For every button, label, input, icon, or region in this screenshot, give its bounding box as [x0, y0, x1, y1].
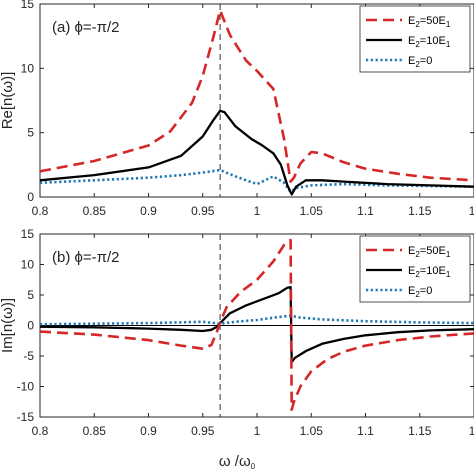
- x-tick-label: 1.15: [408, 204, 432, 218]
- legend-entry: E2=10E1: [408, 35, 451, 49]
- y-axis-label: Im[n(ω)]: [0, 298, 16, 353]
- y-tick-label: 15: [21, 0, 35, 11]
- legend-entry: E2=50E1: [408, 15, 451, 29]
- y-tick-label: 5: [27, 288, 34, 302]
- x-tick-label: 0.9: [140, 424, 157, 438]
- series-line-dashed: [40, 238, 474, 411]
- y-tick-label: 10: [21, 61, 35, 75]
- x-tick-label: 0.95: [191, 424, 215, 438]
- x-tick-label: 1: [469, 204, 474, 218]
- x-tick-label: 1.1: [357, 424, 374, 438]
- y-tick-label: -5: [23, 349, 34, 363]
- panel-label: (b) ϕ=-π/2: [52, 249, 120, 266]
- x-tick-label: 1: [254, 204, 261, 218]
- y-tick-label: 0: [27, 319, 34, 333]
- y-tick-label: 10: [21, 258, 35, 272]
- legend-entry: E2=0: [408, 285, 432, 299]
- x-tick-label: 0.9: [140, 204, 157, 218]
- panel-label: (a) ϕ=-π/2: [52, 19, 120, 36]
- x-tick-label: 1: [469, 424, 474, 438]
- y-tick-label: 0: [27, 190, 34, 204]
- y-tick-label: -10: [17, 380, 35, 394]
- legend-entry: E2=10E1: [408, 265, 451, 279]
- x-tick-label: 0.8: [32, 204, 49, 218]
- x-tick-label: 1.15: [408, 424, 432, 438]
- x-tick-label: 0.8: [32, 424, 49, 438]
- series-group: [40, 9, 474, 196]
- series-line-dashed: [40, 9, 474, 183]
- legend: E2=50E1 E2=10E1 E2=0: [359, 5, 471, 73]
- y-axis-label: Re[n(ω)]: [0, 72, 16, 130]
- x-tick-label: 1.05: [300, 424, 324, 438]
- series-group: [40, 238, 474, 411]
- legend-entry: E2=0: [408, 55, 432, 69]
- x-tick-label: 0.85: [83, 424, 107, 438]
- x-tick-label: 0.85: [83, 204, 107, 218]
- y-tick-label: 15: [21, 227, 35, 241]
- series-line-solid: [40, 109, 474, 196]
- panel-annotation: ϕ=-π/2: [75, 249, 120, 266]
- x-tick-label: 1.1: [357, 204, 374, 218]
- y-tick-label: 5: [27, 126, 34, 140]
- y-tick-label: -15: [17, 410, 35, 424]
- series-line-dotted: [40, 168, 474, 194]
- x-tick-label: 1: [254, 424, 261, 438]
- x-tick-label: 1.05: [300, 204, 324, 218]
- x-axis-label: ω /ω0: [219, 453, 256, 471]
- legend-entry: E2=50E1: [408, 245, 451, 259]
- panel-b: 0.8 0.85 0.9 0.95 1 1.05 1.1 1.15 1 -15 -10 -5 0 5 10 1…: [0, 227, 474, 471]
- legend: E2=50E1 E2=10E1 E2=0: [359, 235, 471, 303]
- series-line-solid: [40, 285, 474, 364]
- x-tick-label: 0.95: [191, 204, 215, 218]
- panel-annotation: ϕ=-π/2: [75, 19, 120, 36]
